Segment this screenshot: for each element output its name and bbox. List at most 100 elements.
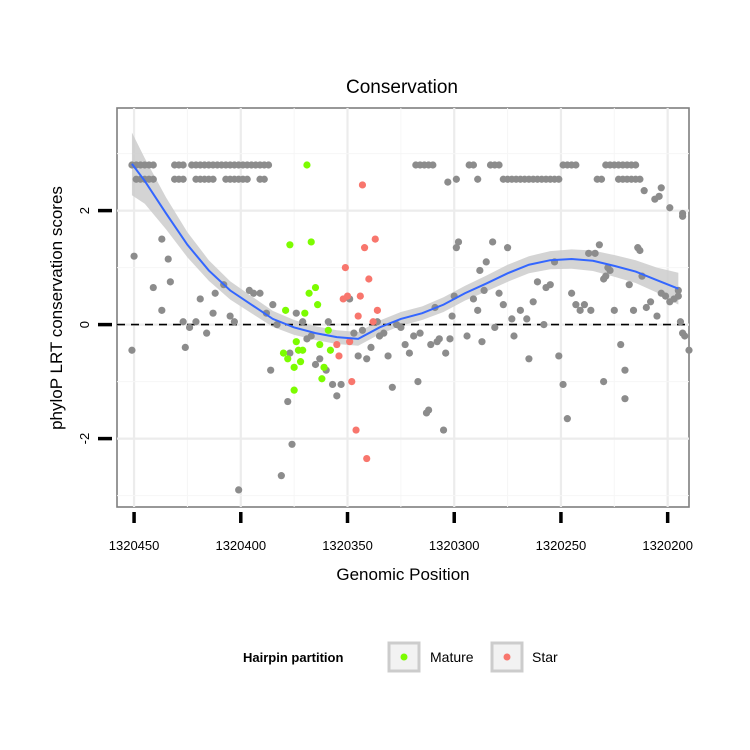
point-other: [540, 321, 548, 329]
point-other: [489, 238, 497, 246]
point-mature: [318, 375, 326, 383]
point-other: [655, 192, 663, 200]
legend-key-star: [490, 641, 524, 673]
point-other: [591, 249, 599, 257]
x-tick-label: 1320350: [322, 538, 373, 553]
point-other: [397, 323, 405, 332]
point-mature: [279, 349, 288, 357]
legend-title: Hairpin partition: [243, 650, 343, 665]
point-other: [273, 321, 281, 329]
point-mature: [326, 346, 335, 354]
point-other: [384, 352, 392, 360]
point-other: [446, 335, 454, 343]
point-other: [425, 406, 433, 414]
point-other: [495, 161, 503, 169]
point-other: [525, 355, 533, 363]
point-other: [442, 349, 450, 357]
point-other: [235, 486, 243, 494]
point-other: [476, 266, 484, 275]
point-other: [311, 360, 320, 369]
point-other: [661, 292, 670, 300]
point-other: [646, 298, 655, 306]
point-other: [510, 332, 518, 340]
point-other: [653, 312, 661, 320]
y-tick-label: 0: [77, 321, 92, 328]
point-other: [350, 329, 358, 337]
point-mature: [290, 363, 298, 371]
point-other: [211, 289, 219, 297]
legend-key-mature: [387, 641, 421, 673]
point-other: [600, 378, 608, 386]
point-star: [348, 378, 356, 386]
point-other: [185, 323, 194, 332]
point-other: [249, 289, 258, 297]
point-other: [192, 318, 200, 326]
point-other: [640, 187, 648, 195]
point-star: [354, 312, 362, 320]
point-other: [576, 306, 584, 314]
point-other: [288, 440, 296, 448]
point-star: [341, 264, 349, 272]
point-other: [555, 175, 563, 183]
point-other: [401, 340, 409, 349]
point-other: [674, 292, 682, 300]
point-other: [358, 326, 367, 334]
point-other: [625, 281, 633, 289]
point-other: [597, 175, 606, 183]
legend-label-mature: Mature: [430, 649, 474, 665]
point-other: [158, 306, 166, 314]
point-other: [568, 289, 576, 297]
point-other: [529, 298, 537, 306]
point-other: [260, 175, 268, 183]
point-mature: [296, 358, 305, 366]
point-mature: [320, 363, 328, 371]
point-other: [495, 289, 503, 297]
point-other: [149, 161, 157, 169]
point-other: [380, 329, 388, 337]
point-other: [130, 252, 138, 260]
point-other: [277, 472, 285, 480]
point-other: [469, 295, 478, 303]
point-other: [491, 323, 499, 332]
point-mature: [324, 326, 332, 334]
y-axis: -2 0 2: [77, 207, 112, 444]
point-other: [636, 175, 644, 183]
point-other: [595, 241, 603, 249]
legend-dot-star: [503, 653, 511, 661]
point-other: [166, 278, 174, 286]
point-other: [685, 346, 693, 354]
point-star: [333, 340, 341, 349]
point-other: [469, 161, 478, 169]
point-star: [363, 454, 371, 463]
point-other: [416, 329, 424, 337]
point-other: [629, 306, 638, 314]
point-other: [179, 175, 187, 183]
point-other: [516, 306, 524, 314]
point-other: [587, 306, 595, 314]
point-mature: [314, 301, 322, 309]
smooth-line-layer: [131, 163, 679, 340]
x-axis: 1320450 1320400 1320350 1320300 1320250 13202…: [109, 512, 693, 553]
point-other: [533, 278, 542, 286]
point-other: [158, 235, 166, 243]
plot-panel: [116, 107, 690, 508]
point-star: [335, 352, 343, 360]
point-other: [563, 415, 571, 423]
x-tick-label: 1320300: [429, 538, 480, 553]
point-mature: [316, 340, 324, 349]
point-other: [243, 175, 251, 183]
point-other: [585, 249, 593, 257]
x-tick-label: 1320200: [642, 538, 693, 553]
point-other: [439, 426, 448, 434]
point-other: [482, 258, 490, 266]
point-other: [508, 315, 516, 323]
points-layer: [128, 161, 693, 494]
point-other: [452, 244, 460, 252]
point-other: [367, 343, 375, 351]
point-star: [360, 244, 369, 252]
point-other: [610, 306, 618, 314]
point-other: [657, 184, 665, 192]
point-other: [203, 329, 211, 337]
point-mature: [299, 346, 307, 354]
point-other: [499, 301, 507, 309]
